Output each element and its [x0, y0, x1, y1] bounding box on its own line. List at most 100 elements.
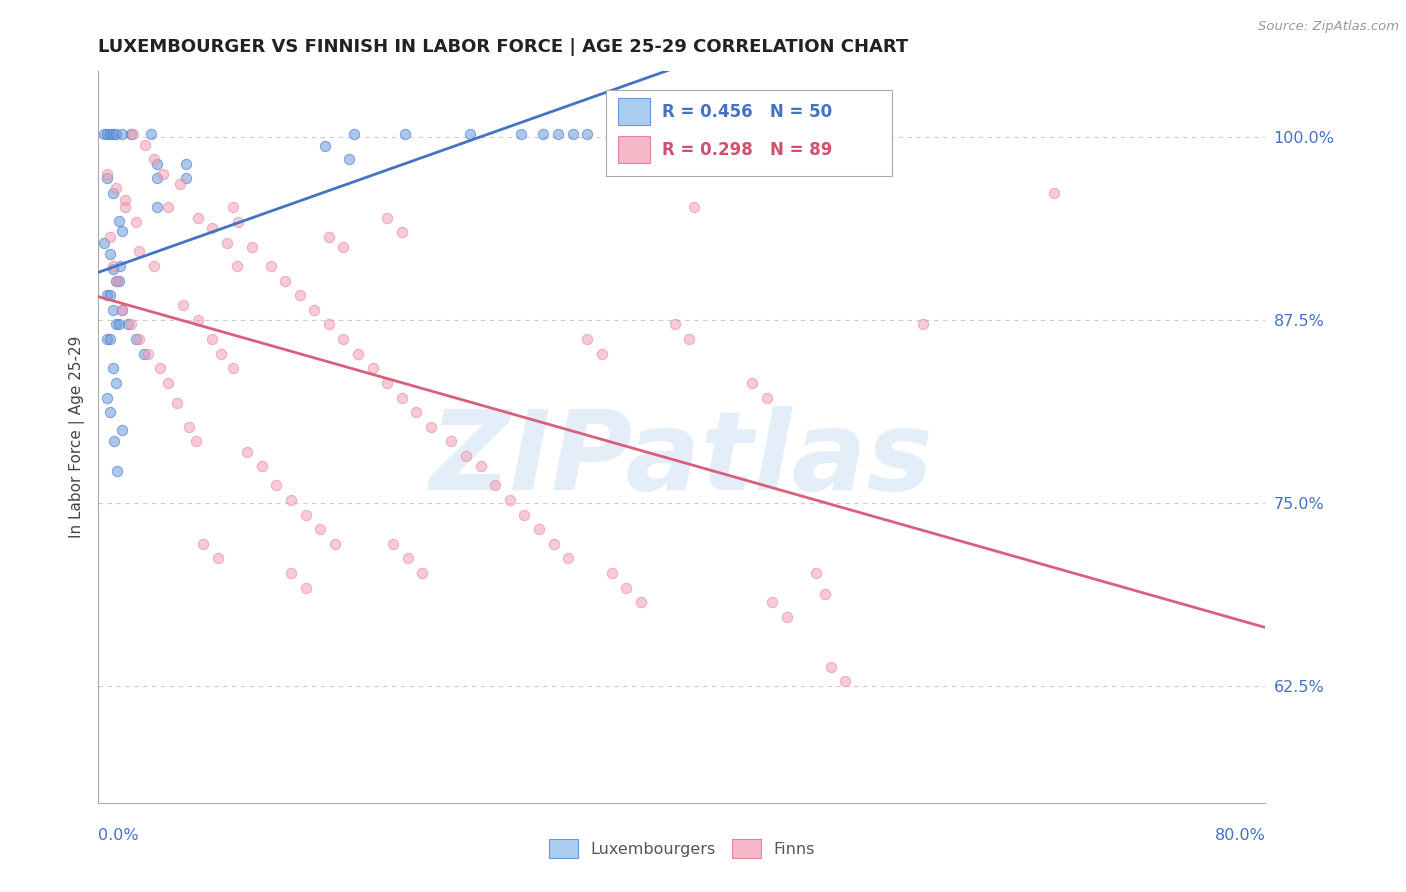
Point — [108, 318, 131, 332]
Point — [499, 493, 522, 508]
Point — [157, 201, 180, 215]
Point — [174, 171, 197, 186]
Point — [361, 361, 384, 376]
Point — [134, 137, 156, 152]
Text: LUXEMBOURGER VS FINNISH IN LABOR FORCE | AGE 25-29 CORRELATION CHART: LUXEMBOURGER VS FINNISH IN LABOR FORCE |… — [98, 38, 908, 56]
Point — [911, 318, 934, 332]
Point — [440, 434, 463, 449]
Point — [741, 376, 763, 390]
Point — [96, 171, 118, 186]
Point — [266, 478, 288, 492]
Point — [101, 261, 124, 276]
Point — [274, 274, 297, 288]
Point — [630, 595, 652, 609]
Point — [543, 537, 565, 551]
Point — [152, 167, 174, 181]
Point — [382, 537, 405, 551]
Point — [101, 361, 124, 376]
Point — [98, 405, 121, 419]
Point — [337, 152, 360, 166]
Text: 0.0%: 0.0% — [98, 828, 139, 843]
Point — [761, 595, 783, 609]
Point — [174, 156, 197, 170]
Point — [111, 128, 134, 142]
Point — [314, 139, 336, 153]
Point — [226, 259, 249, 273]
Point — [104, 274, 127, 288]
Text: R = 0.298   N = 89: R = 0.298 N = 89 — [662, 141, 832, 159]
Point — [120, 128, 142, 142]
FancyBboxPatch shape — [617, 98, 651, 125]
Point — [547, 128, 569, 142]
Point — [323, 537, 346, 551]
Point — [776, 610, 799, 624]
Point — [114, 201, 136, 215]
Point — [513, 508, 536, 522]
Point — [93, 235, 115, 250]
Point — [125, 332, 148, 346]
Point — [111, 302, 134, 317]
Point — [820, 659, 842, 673]
Point — [814, 586, 837, 600]
Point — [294, 508, 316, 522]
Point — [420, 420, 443, 434]
Point — [105, 274, 128, 288]
Point — [128, 244, 150, 259]
Point — [104, 318, 127, 332]
Point — [318, 318, 340, 332]
Point — [228, 215, 250, 229]
Point — [104, 376, 127, 390]
Point — [103, 434, 125, 449]
Point — [96, 128, 118, 142]
Point — [531, 128, 554, 142]
Point — [664, 318, 686, 332]
Point — [177, 420, 200, 434]
Point — [108, 213, 131, 227]
Point — [332, 240, 354, 254]
Point — [128, 332, 150, 346]
Point — [280, 493, 302, 508]
FancyBboxPatch shape — [617, 136, 651, 163]
Point — [375, 211, 398, 225]
Point — [405, 405, 427, 419]
Point — [454, 449, 477, 463]
Point — [193, 537, 215, 551]
Point — [294, 581, 316, 595]
Point — [591, 347, 613, 361]
Point — [98, 288, 121, 302]
Point — [288, 288, 311, 302]
Point — [391, 391, 413, 405]
Point — [98, 332, 121, 346]
Point — [250, 459, 273, 474]
Point — [111, 302, 134, 317]
Point — [460, 128, 482, 142]
Point — [169, 177, 191, 191]
Point — [108, 274, 131, 288]
Point — [96, 332, 118, 346]
Point — [834, 674, 856, 689]
Text: Source: ZipAtlas.com: Source: ZipAtlas.com — [1258, 20, 1399, 33]
Point — [240, 240, 263, 254]
Point — [117, 318, 139, 332]
Point — [101, 259, 124, 273]
Point — [391, 225, 413, 239]
Point — [146, 171, 169, 186]
Point — [576, 128, 599, 142]
Point — [1043, 186, 1066, 200]
Point — [304, 302, 326, 317]
Point — [201, 332, 224, 346]
Point — [332, 332, 354, 346]
Point — [122, 128, 145, 142]
Point — [678, 332, 700, 346]
Point — [343, 128, 366, 142]
Point — [101, 186, 124, 200]
Point — [142, 259, 165, 273]
Point — [347, 347, 370, 361]
Point — [186, 434, 208, 449]
Point — [280, 566, 302, 581]
Point — [755, 391, 778, 405]
Point — [139, 128, 162, 142]
Point — [209, 347, 232, 361]
Point — [411, 566, 433, 581]
Point — [157, 376, 180, 390]
